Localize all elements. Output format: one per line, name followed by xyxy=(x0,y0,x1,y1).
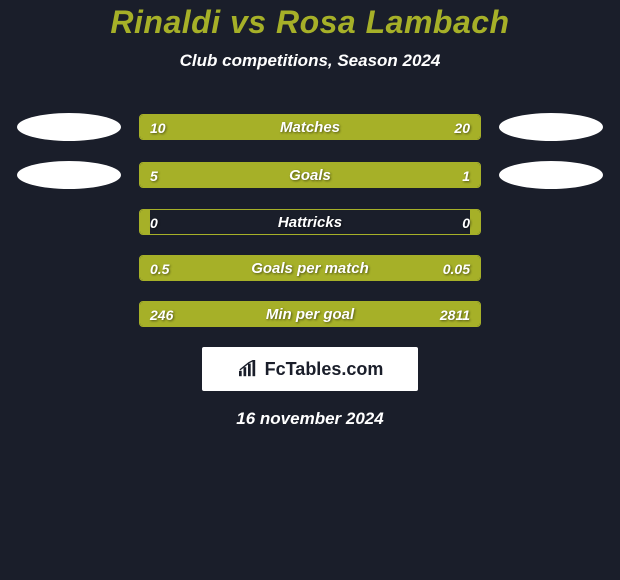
stat-bar: 0.5Goals per match0.05 xyxy=(139,255,481,281)
stat-value-right: 1 xyxy=(462,163,470,188)
chart-icon xyxy=(237,360,259,378)
stat-value-right: 2811 xyxy=(440,302,470,327)
logo-box: FcTables.com xyxy=(202,347,418,391)
player-left-ellipse xyxy=(17,161,121,189)
stat-label: Goals per match xyxy=(140,256,480,281)
stat-row: 0.5Goals per match0.05 xyxy=(0,255,620,281)
stat-value-right: 20 xyxy=(454,115,470,140)
stat-bar: 0Hattricks0 xyxy=(139,209,481,235)
player-left-ellipse xyxy=(17,113,121,141)
comparison-infographic: Rinaldi vs Rosa Lambach Club competition… xyxy=(0,0,620,429)
stat-row: 10Matches20 xyxy=(0,113,620,141)
stat-value-right: 0 xyxy=(462,210,470,235)
stat-row: 5Goals1 xyxy=(0,161,620,189)
stat-value-right: 0.05 xyxy=(443,256,470,281)
stat-bar: 5Goals1 xyxy=(139,162,481,188)
stat-label: Hattricks xyxy=(140,210,480,235)
subtitle: Club competitions, Season 2024 xyxy=(0,51,620,71)
stat-label: Matches xyxy=(140,115,480,140)
stat-row: 0Hattricks0 xyxy=(0,209,620,235)
stat-bar: 10Matches20 xyxy=(139,114,481,140)
stat-row: 246Min per goal2811 xyxy=(0,301,620,327)
page-title: Rinaldi vs Rosa Lambach xyxy=(0,4,620,41)
stat-label: Min per goal xyxy=(140,302,480,327)
player-right-ellipse xyxy=(499,113,603,141)
stat-rows: 10Matches205Goals10Hattricks00.5Goals pe… xyxy=(0,113,620,327)
player-right-ellipse xyxy=(499,161,603,189)
date-text: 16 november 2024 xyxy=(0,409,620,429)
logo-text: FcTables.com xyxy=(265,359,384,380)
stat-bar: 246Min per goal2811 xyxy=(139,301,481,327)
stat-label: Goals xyxy=(140,163,480,188)
